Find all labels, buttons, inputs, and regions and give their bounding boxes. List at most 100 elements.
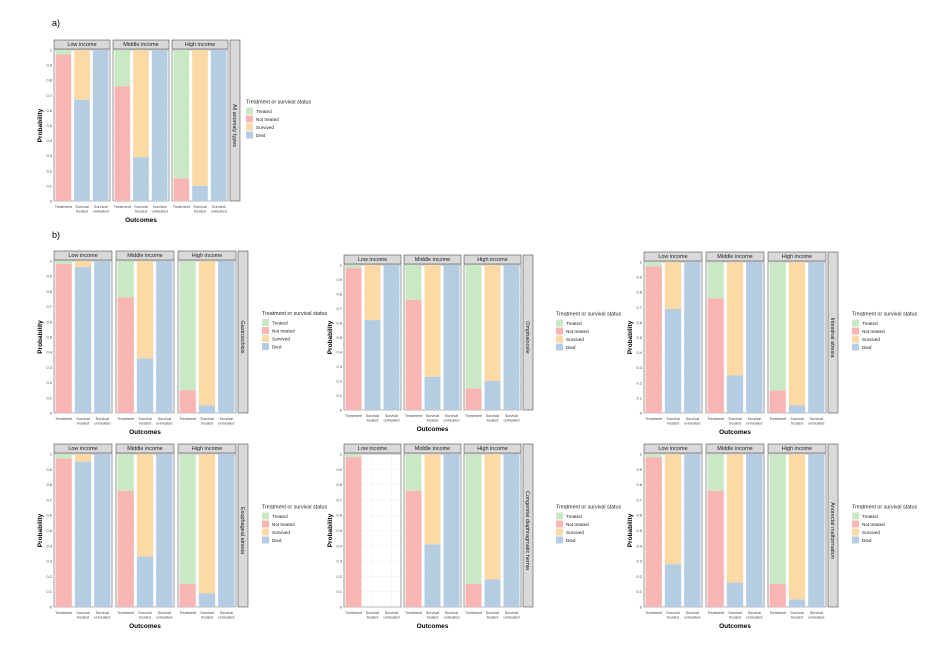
y-tick-label: 0.8 bbox=[46, 289, 52, 294]
y-tick-label: 0.1 bbox=[636, 395, 642, 400]
y-tick-label: 0.6 bbox=[336, 513, 342, 518]
x-tick-label: Survival bbox=[505, 414, 519, 418]
x-tick-label: Treatment bbox=[769, 417, 787, 421]
facet-strip bbox=[115, 443, 175, 454]
bar-segment bbox=[364, 265, 381, 321]
x-tick-label: Survival bbox=[790, 611, 804, 615]
x-tick-label: Treatment bbox=[345, 611, 363, 615]
y-tick-label: 0.4 bbox=[46, 350, 52, 355]
x-tick-label: Treatment bbox=[345, 414, 363, 418]
condition-strip bbox=[827, 443, 839, 608]
bar-segment bbox=[173, 178, 190, 201]
x-tick-label: Treatment bbox=[117, 611, 135, 615]
x-tick-label: treated bbox=[194, 210, 206, 214]
x-tick-label: Survival bbox=[200, 611, 214, 615]
x-tick-label: untreated bbox=[808, 616, 824, 620]
bar-segment bbox=[707, 454, 724, 491]
x-tick-label: Survival bbox=[686, 417, 700, 421]
bar-segment bbox=[218, 261, 235, 413]
bar-segment bbox=[364, 320, 381, 410]
y-tick-label: 0.4 bbox=[46, 138, 52, 143]
legend-label: Not treated bbox=[256, 117, 279, 122]
bar-segment bbox=[424, 265, 441, 377]
x-tick-label: Survival bbox=[385, 414, 399, 418]
facet-strip-label: Low income bbox=[68, 253, 97, 259]
bar-segment bbox=[55, 54, 72, 201]
x-tick-label: Survival bbox=[366, 414, 380, 418]
y-tick-label: 0.7 bbox=[46, 497, 52, 502]
x-tick-label: Treatment bbox=[55, 417, 73, 421]
legend-label: Treated bbox=[862, 321, 878, 326]
facet-strip-label: Low income bbox=[67, 42, 96, 48]
facet-strip bbox=[112, 39, 170, 50]
y-tick-label: 0.9 bbox=[336, 467, 342, 472]
legend-swatch bbox=[852, 327, 859, 335]
x-tick-label: treated bbox=[367, 419, 379, 423]
bar-segment bbox=[192, 185, 208, 201]
bar-segment bbox=[173, 50, 190, 179]
legend-swatch bbox=[262, 528, 269, 536]
bar-segment bbox=[484, 265, 501, 381]
legend-swatch bbox=[246, 123, 253, 131]
x-tick-label: untreated bbox=[156, 422, 172, 426]
y-tick-label: 0.9 bbox=[636, 467, 642, 472]
legend-label: Died bbox=[272, 538, 282, 543]
x-axis-label: Outcomes bbox=[719, 429, 751, 436]
condition-strip bbox=[237, 443, 249, 608]
facet-strip-label: Low income bbox=[358, 257, 387, 263]
bar-segment bbox=[55, 454, 72, 459]
facet-strip bbox=[403, 254, 462, 265]
y-tick-label: 0 bbox=[340, 605, 343, 610]
y-tick-label: 0.2 bbox=[636, 380, 642, 385]
x-tick-label: treated bbox=[76, 210, 88, 214]
legend-label: Treated bbox=[272, 514, 288, 519]
x-tick-label: untreated bbox=[746, 616, 762, 620]
y-tick-label: 1 bbox=[50, 259, 53, 264]
x-tick-label: untreated bbox=[443, 616, 459, 620]
legend-swatch bbox=[556, 335, 563, 343]
x-tick-label: treated bbox=[487, 616, 499, 620]
x-tick-label: Survival bbox=[748, 611, 762, 615]
bar-segment bbox=[707, 490, 724, 607]
legend-swatch bbox=[852, 343, 859, 351]
y-tick-label: 0.5 bbox=[636, 528, 642, 533]
facet-strip bbox=[643, 443, 703, 454]
bar-segment bbox=[503, 265, 520, 410]
condition-strip-label: Omphalocele bbox=[524, 321, 530, 353]
bar-segment bbox=[746, 262, 763, 413]
bar-segment bbox=[443, 265, 460, 410]
x-tick-label: treated bbox=[487, 419, 499, 423]
bar-segment bbox=[345, 454, 362, 458]
bar-segment bbox=[726, 262, 744, 376]
y-tick-label: 0.5 bbox=[46, 123, 52, 128]
bar-segment bbox=[769, 262, 786, 391]
x-tick-label: treated bbox=[367, 616, 379, 620]
legend-swatch bbox=[246, 107, 253, 115]
legend-title: Treatment or survival status bbox=[852, 312, 918, 318]
facet-strip bbox=[767, 251, 827, 262]
legend-label: Died bbox=[862, 345, 872, 350]
y-tick-label: 0.5 bbox=[336, 335, 342, 340]
legend-label: Survived bbox=[566, 530, 584, 535]
y-tick-label: 0.9 bbox=[46, 274, 52, 279]
y-tick-label: 0.5 bbox=[636, 335, 642, 340]
bar-segment bbox=[345, 267, 362, 410]
y-axis-label: Probability bbox=[37, 320, 44, 354]
bar-segment bbox=[769, 390, 786, 413]
legend-label: Not treated bbox=[272, 328, 295, 333]
facet-strip-label: High income bbox=[192, 253, 223, 259]
x-tick-label: untreated bbox=[684, 422, 700, 426]
facet-strip-label: Middle income bbox=[127, 253, 162, 259]
legend-label: Treated bbox=[862, 514, 878, 519]
legend-title: Treatment or survival status bbox=[556, 312, 622, 318]
y-tick-label: 0.1 bbox=[636, 589, 642, 594]
bar-segment bbox=[645, 457, 662, 607]
facet-strip-label: Middle income bbox=[717, 446, 752, 452]
legend-label: Treated bbox=[566, 321, 582, 326]
facet-strip-label: High income bbox=[192, 446, 223, 452]
x-tick-label: Survival bbox=[96, 417, 110, 421]
bar-segment bbox=[117, 490, 134, 607]
x-tick-label: treated bbox=[791, 422, 803, 426]
bar-segment bbox=[645, 266, 662, 413]
x-tick-label: untreated bbox=[443, 419, 459, 423]
